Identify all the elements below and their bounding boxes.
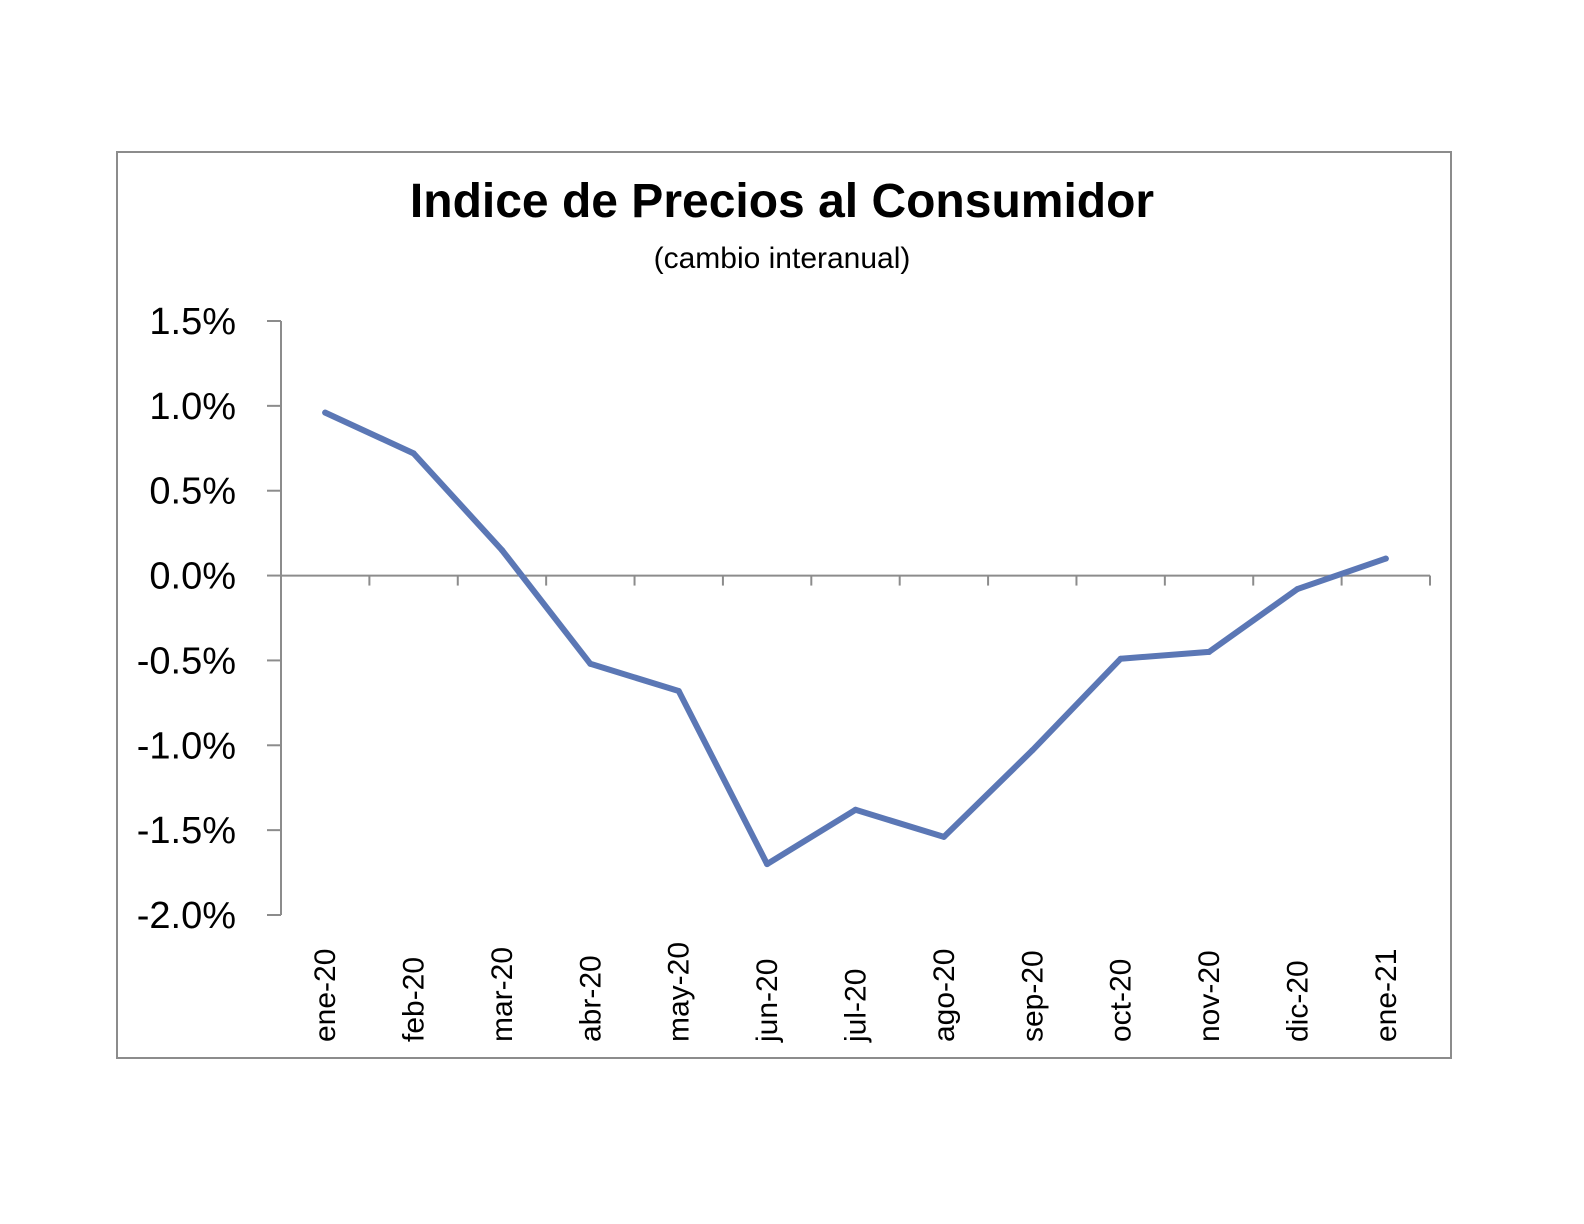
data-point xyxy=(587,660,594,667)
data-point xyxy=(410,450,417,457)
x-tick-label: sep-20 xyxy=(1016,950,1049,1042)
x-tick-label: ene-20 xyxy=(309,949,342,1042)
x-tick-label: abr-20 xyxy=(574,955,607,1042)
y-tick-label: -1.5% xyxy=(137,810,236,852)
x-tick-label: oct-20 xyxy=(1105,959,1138,1042)
data-point xyxy=(1117,655,1124,662)
data-point xyxy=(852,806,859,813)
x-tick-label: may-20 xyxy=(663,942,696,1042)
chart-title: Indice de Precios al Consumidor xyxy=(410,175,1154,228)
x-tick-label: dic-20 xyxy=(1281,960,1314,1042)
x-tick-label: feb-20 xyxy=(398,957,431,1042)
y-tick-label: -1.0% xyxy=(137,725,236,767)
data-point xyxy=(1294,586,1301,593)
x-tick-label: jul-20 xyxy=(840,969,873,1043)
data-point xyxy=(940,833,947,840)
y-tick-label: -2.0% xyxy=(137,895,236,937)
y-tick-label: -0.5% xyxy=(137,640,236,682)
x-tick-label: ene-21 xyxy=(1370,949,1403,1042)
data-point xyxy=(322,409,329,416)
data-point xyxy=(675,687,682,694)
data-point xyxy=(1382,555,1389,562)
data-point xyxy=(498,547,505,554)
data-point xyxy=(1029,747,1036,754)
data-point xyxy=(764,861,771,868)
y-tick-label: 1.5% xyxy=(149,301,236,343)
x-tick-label: mar-20 xyxy=(486,947,519,1042)
y-tick-label: 0.0% xyxy=(149,556,236,598)
data-point xyxy=(1206,648,1213,655)
chart-frame xyxy=(116,151,1452,1059)
x-tick-label: nov-20 xyxy=(1193,950,1226,1042)
x-tick-label: jun-20 xyxy=(751,959,784,1043)
y-tick-label: 0.5% xyxy=(149,471,236,513)
series-line xyxy=(322,409,1389,868)
y-tick-label: 1.0% xyxy=(149,386,236,428)
chart-subtitle: (cambio interanual) xyxy=(654,242,911,275)
x-tick-label: ago-20 xyxy=(928,949,961,1042)
